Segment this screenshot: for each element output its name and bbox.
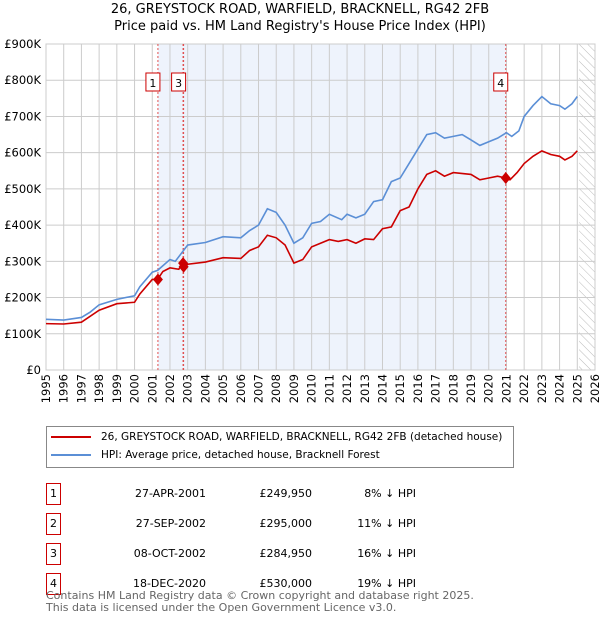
footer-line-2: This data is licensed under the Open Gov…: [46, 600, 397, 614]
sale-label-box: [171, 72, 187, 92]
hpi-line: [45, 95, 578, 321]
transaction-number-badge: 1: [46, 483, 61, 505]
x-tick-label: 2007: [252, 374, 266, 403]
x-tick-label: 2006: [234, 374, 248, 403]
sale-label-box: [493, 72, 509, 92]
transaction-hpi-diff: 8% ↓ HPI: [364, 487, 416, 500]
x-tick-label: 2011: [322, 374, 336, 403]
sale-label-number: 4: [497, 77, 504, 90]
transaction-date: 08-OCT-2002: [133, 547, 206, 560]
y-tick-label: £900K: [4, 37, 41, 51]
y-tick-label: £300K: [4, 254, 41, 268]
sale-point-marker: [152, 273, 163, 286]
x-tick-label: 2017: [429, 374, 443, 403]
price-chart: £0 £100K £200K £300K £400K £500K £600K £700K £80…: [4, 37, 600, 403]
x-tick-label: 1998: [92, 374, 106, 403]
x-tick-label: 2019: [464, 374, 478, 403]
y-tick-label: £400K: [4, 218, 41, 232]
x-tick-label: 2014: [375, 374, 389, 403]
ownership-shaded-region: [157, 44, 506, 370]
x-tick-label: 1997: [74, 374, 88, 403]
transaction-number-badge: 3: [46, 543, 61, 565]
legend-item-property: 26, GREYSTOCK ROAD, WARFIELD, BRACKNELL,…: [51, 431, 502, 443]
x-tick-label: 2024: [553, 374, 567, 403]
legend-label-hpi: HPI: Average price, detached house, Brac…: [101, 449, 380, 461]
blue-line-swatch: [51, 454, 91, 456]
y-tick-label: £0: [26, 363, 41, 377]
x-tick-label: 2000: [128, 374, 142, 403]
y-tick-label: £600K: [4, 146, 41, 160]
transaction-price: £530,000: [259, 577, 313, 590]
x-tick-label: 1996: [57, 374, 71, 403]
legend: 26, GREYSTOCK ROAD, WARFIELD, BRACKNELL,…: [46, 426, 514, 468]
footer: Contains HM Land Registry data © Crown c…: [46, 590, 474, 613]
sale-point-marker: [500, 172, 511, 185]
x-tick-label: 2009: [287, 374, 301, 403]
x-tick-label: 2022: [517, 374, 531, 403]
transaction-price: £295,000: [259, 517, 313, 530]
transaction-number-badge: 4: [46, 573, 61, 595]
x-tick-label: 2020: [482, 374, 496, 403]
transaction-hpi-diff: 19% ↓ HPI: [357, 577, 416, 590]
x-tick-label: 2008: [269, 374, 283, 403]
x-tick-label: 2010: [305, 374, 319, 403]
sale-point-marker: [178, 260, 189, 273]
x-tick-label: 2025: [570, 374, 584, 403]
y-tick-label: £200K: [4, 291, 41, 305]
x-tick-label: 2001: [145, 374, 159, 403]
x-tick-label: 2004: [198, 374, 212, 403]
y-tick-label: £800K: [4, 73, 41, 87]
x-tick-label: 2016: [411, 374, 425, 403]
sale-label-number: 1: [149, 77, 156, 90]
transaction-price: £284,950: [259, 547, 313, 560]
x-tick-label: 2018: [446, 374, 460, 403]
x-tick-label: 2023: [535, 374, 549, 403]
transaction-date: 27-SEP-2002: [135, 517, 206, 530]
x-tick-label: 1999: [110, 374, 124, 403]
transaction-number-badge: 2: [46, 513, 61, 535]
footer-line-1: Contains HM Land Registry data © Crown c…: [46, 589, 474, 602]
transaction-hpi-diff: 11% ↓ HPI: [357, 517, 416, 530]
x-tick-label: 2021: [499, 374, 513, 403]
legend-label-property: 26, GREYSTOCK ROAD, WARFIELD, BRACKNELL,…: [101, 431, 503, 443]
x-tick-label: 2015: [393, 374, 407, 403]
x-tick-label: 2003: [181, 374, 195, 403]
sale-label-box: [145, 72, 161, 92]
x-tick-label: 2013: [358, 374, 372, 403]
chart-title: 26, GREYSTOCK ROAD, WARFIELD, BRACKNELL,…: [110, 2, 490, 17]
x-tick-label: 1995: [39, 374, 53, 403]
transaction-row: 3 08-OCT-2002 £284,950 16% ↓ HPI: [46, 543, 546, 565]
plot-border: [45, 43, 596, 371]
legend-item-hpi: HPI: Average price, detached house, Brac…: [51, 449, 380, 461]
transaction-hpi-diff: 16% ↓ HPI: [357, 547, 416, 560]
x-tick-label: 2002: [163, 374, 177, 403]
y-tick-label: £700K: [4, 109, 41, 123]
y-tick-label: £500K: [4, 182, 41, 196]
sale-label-number: 3: [175, 77, 182, 90]
chart-subtitle: Price paid vs. HM Land Registry's House …: [114, 19, 486, 34]
transaction-price: £249,950: [259, 487, 313, 500]
transaction-row: 1 27-APR-2001 £249,950 8% ↓ HPI: [46, 483, 546, 505]
transaction-row: 4 18-DEC-2020 £530,000 19% ↓ HPI: [46, 573, 546, 595]
y-tick-label: £100K: [4, 327, 41, 341]
x-tick-label: 2012: [340, 374, 354, 403]
forecast-hatched-region: [579, 44, 595, 370]
x-tick-label: 2026: [588, 374, 600, 403]
transaction-row: 2 27-SEP-2002 £295,000 11% ↓ HPI: [46, 513, 546, 535]
transaction-date: 27-APR-2001: [134, 487, 206, 500]
x-tick-label: 2005: [216, 374, 230, 403]
transaction-date: 18-DEC-2020: [132, 577, 206, 590]
red-line-swatch: [51, 436, 91, 438]
